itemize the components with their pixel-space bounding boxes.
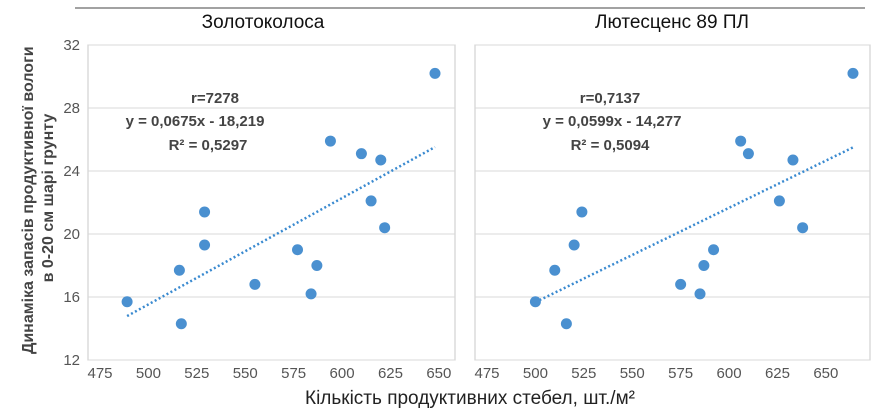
grid	[475, 44, 870, 361]
annotation-r: r=0,7137	[580, 90, 640, 107]
annotation-equation: y = 0,0599x - 14,277	[543, 113, 682, 130]
data-point	[568, 239, 580, 251]
data-points	[121, 67, 441, 330]
data-point	[576, 206, 588, 218]
grid	[88, 44, 455, 361]
x-tick-label: 525	[571, 365, 596, 382]
x-tick-label: 600	[717, 365, 742, 382]
chart-panel-left: Золотоколоса 12 16 20 24 28 32 475 500 525 550 57…	[63, 12, 456, 382]
regression-annotation: r=7278 y = 0,0675x - 18,219 R² = 0,5297	[126, 90, 265, 154]
x-tick-label: 550	[620, 365, 645, 382]
x-tick-label: 500	[136, 365, 161, 382]
x-tick-label: 650	[813, 365, 838, 382]
data-point	[694, 288, 706, 300]
data-point	[375, 154, 387, 166]
x-tick-labels: 475 500 525 550 575 600 625 650	[87, 365, 451, 382]
y-tick-label: 28	[63, 100, 80, 117]
x-tick-label: 625	[378, 365, 403, 382]
data-point	[365, 195, 377, 207]
x-axis-label: Кількість продуктивних стебел, шт./м²	[305, 388, 635, 409]
data-point	[305, 288, 317, 300]
x-tick-label: 650	[426, 365, 451, 382]
y-tick-label: 16	[63, 289, 80, 306]
annotation-r-squared: R² = 0,5297	[169, 137, 248, 154]
x-tick-label: 575	[668, 365, 693, 382]
plot-frame	[474, 44, 871, 361]
plot-frame	[87, 44, 456, 361]
x-tick-label: 500	[523, 365, 548, 382]
x-tick-label: 575	[281, 365, 306, 382]
panel-title: Золотоколоса	[202, 12, 325, 33]
data-point	[847, 67, 859, 79]
y-tick-labels: 12 16 20 24 28 32	[63, 37, 80, 369]
data-point	[560, 318, 572, 330]
x-tick-label: 550	[233, 365, 258, 382]
data-point	[529, 296, 541, 308]
trendline-group	[126, 145, 436, 318]
x-tick-labels: 475 500 525 550 575 600 625 650	[474, 365, 838, 382]
annotation-r-squared: R² = 0,5094	[571, 137, 650, 154]
annotation-r: r=7278	[191, 90, 239, 107]
data-point	[675, 278, 687, 290]
data-point	[379, 222, 391, 234]
y-tick-label: 32	[63, 37, 80, 54]
x-tick-label: 600	[330, 365, 355, 382]
x-tick-label: 525	[184, 365, 209, 382]
trendline	[534, 146, 854, 304]
data-point	[735, 135, 747, 147]
data-point	[292, 244, 304, 256]
x-tick-label: 475	[87, 365, 112, 382]
data-point	[175, 318, 187, 330]
y-axis-label-line: Динаміка запасів продуктивної вологи	[20, 46, 37, 354]
data-point	[199, 239, 211, 251]
data-point	[742, 148, 754, 160]
y-tick-label: 24	[63, 163, 80, 180]
x-tick-label: 625	[765, 365, 790, 382]
trendline-group	[534, 146, 854, 304]
data-point	[311, 260, 323, 271]
data-point	[355, 148, 367, 160]
x-tick-label: 475	[474, 365, 499, 382]
data-point	[429, 67, 441, 79]
data-point	[199, 206, 211, 218]
data-point	[249, 278, 261, 290]
regression-annotation: r=0,7137 y = 0,0599x - 14,277 R² = 0,509…	[543, 90, 682, 154]
data-point	[708, 244, 720, 256]
data-point	[787, 154, 799, 166]
data-point	[549, 264, 561, 276]
data-point	[324, 135, 336, 147]
data-point	[698, 260, 710, 271]
chart-panel-right: Лютесценс 89 ПЛ 475 500 525 550 575 600 625 650…	[474, 12, 871, 382]
data-point	[773, 195, 785, 207]
y-axis-label-line: в 0-20 см шарі грунту	[40, 114, 57, 283]
data-point	[173, 264, 185, 276]
panel-title: Лютесценс 89 ПЛ	[595, 12, 749, 33]
data-points	[529, 67, 859, 330]
data-point	[121, 296, 133, 308]
y-tick-label: 20	[63, 226, 80, 243]
trendline	[126, 145, 436, 318]
annotation-equation: y = 0,0675x - 18,219	[126, 113, 265, 130]
y-tick-label: 12	[63, 352, 80, 369]
y-axis-label: Динаміка запасів продуктивної вологи в 0…	[20, 42, 57, 354]
data-point	[797, 222, 809, 234]
